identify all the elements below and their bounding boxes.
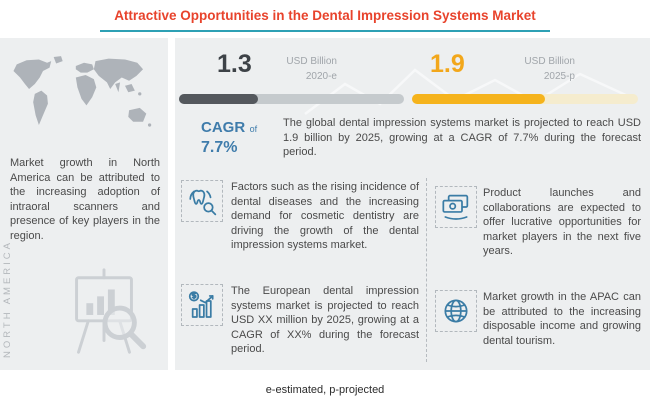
region-panel: Market growth in North America can be at… xyxy=(0,38,168,370)
bar-2025-fill xyxy=(412,94,546,104)
column-divider xyxy=(426,178,427,362)
insight-text-apac: Market growth in the APAC can be attribu… xyxy=(483,291,641,347)
region-label: NORTH AMERICA xyxy=(2,239,13,358)
market-unit-2025: USD Billion 2025-p xyxy=(475,54,575,84)
page-title: Attractive Opportunities in the Dental I… xyxy=(114,8,536,23)
flipchart-magnifier-icon xyxy=(75,268,147,354)
tooth-search-icon xyxy=(189,189,217,216)
insight-text-europe: The European dental impression systems m… xyxy=(231,285,419,356)
unit-label: USD Billion xyxy=(524,56,575,67)
year-label: 2020-e xyxy=(305,71,337,82)
cagr-of: of xyxy=(249,124,258,134)
insight-icon-box xyxy=(435,186,477,228)
insight-icon-box xyxy=(181,180,223,222)
market-summary-text: The global dental impression systems mar… xyxy=(283,117,641,159)
year-label: 2025-p xyxy=(543,71,575,82)
insight-text-opportunities: Product launches and collaborations are … xyxy=(483,187,641,258)
globe-icon xyxy=(444,299,468,323)
footnote: e-estimated, p-projected xyxy=(265,384,385,396)
region-insight-text: Market growth in North America can be at… xyxy=(10,157,160,242)
bar-2020-fill xyxy=(179,94,258,104)
bar-2025 xyxy=(412,94,638,104)
bar-chart-dollar-icon xyxy=(188,291,214,318)
market-value-2020: 1.3 xyxy=(217,50,252,78)
market-unit-2020: USD Billion 2020-e xyxy=(237,54,337,84)
cagr-callout: CAGR of 7.7% xyxy=(201,118,257,158)
world-map xyxy=(13,56,152,127)
market-value-2025: 1.9 xyxy=(430,50,465,78)
market-stats-panel: 1.3 USD Billion 2020-e 1.9 USD Billion 2… xyxy=(175,38,650,370)
cagr-label: CAGR xyxy=(201,119,246,136)
insight-icon-box xyxy=(435,290,477,332)
insight-text-drivers: Factors such as the rising incidence of … xyxy=(231,181,419,252)
title-underline xyxy=(100,30,550,32)
insight-icon-box xyxy=(181,284,223,326)
cagr-value: 7.7% xyxy=(201,139,238,156)
banknotes-icon xyxy=(442,194,469,220)
bar-2020 xyxy=(179,94,404,104)
unit-label: USD Billion xyxy=(286,56,337,67)
